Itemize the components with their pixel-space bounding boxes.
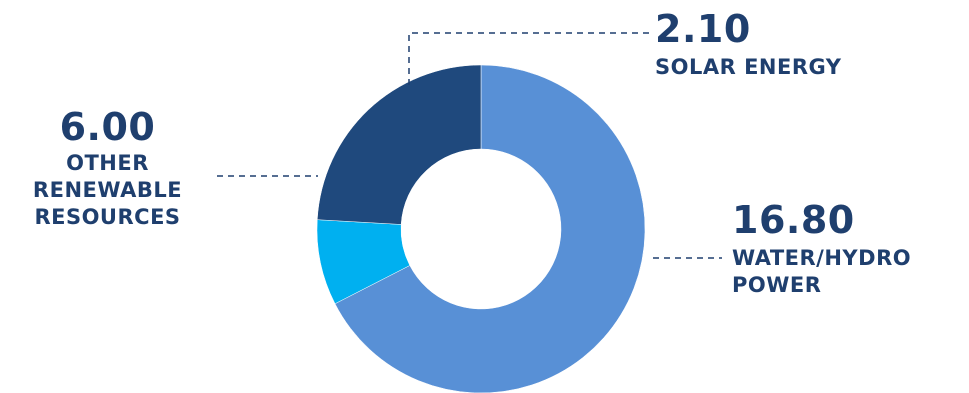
category-label-other-line3: RESOURCES: [34, 205, 181, 229]
label-other-renewable: 6.00 OTHER RENEWABLE RESOURCES: [5, 108, 210, 231]
donut-slices: [316, 64, 646, 393]
leader-line-solar: [408, 32, 650, 85]
leader-lines: [217, 32, 722, 259]
label-solar: 2.10 SOLAR ENERGY: [655, 10, 842, 81]
category-label-water-hydro-line2: POWER: [732, 273, 822, 297]
slice-other-renewable: [317, 64, 482, 225]
value-label-water-hydro: 16.80: [732, 198, 855, 242]
value-label-solar: 2.10: [655, 7, 751, 51]
category-label-other-line1: OTHER: [66, 151, 149, 175]
category-label-other-line2: RENEWABLE: [32, 178, 183, 202]
category-label-water-hydro-line1: WATER/HYDRO: [732, 246, 912, 270]
value-label-other: 6.00: [59, 105, 156, 149]
category-label-solar: SOLAR ENERGY: [655, 55, 842, 79]
label-water-hydro: 16.80 WATER/HYDRO POWER: [732, 201, 911, 299]
slice-water-hydro: [334, 64, 646, 393]
